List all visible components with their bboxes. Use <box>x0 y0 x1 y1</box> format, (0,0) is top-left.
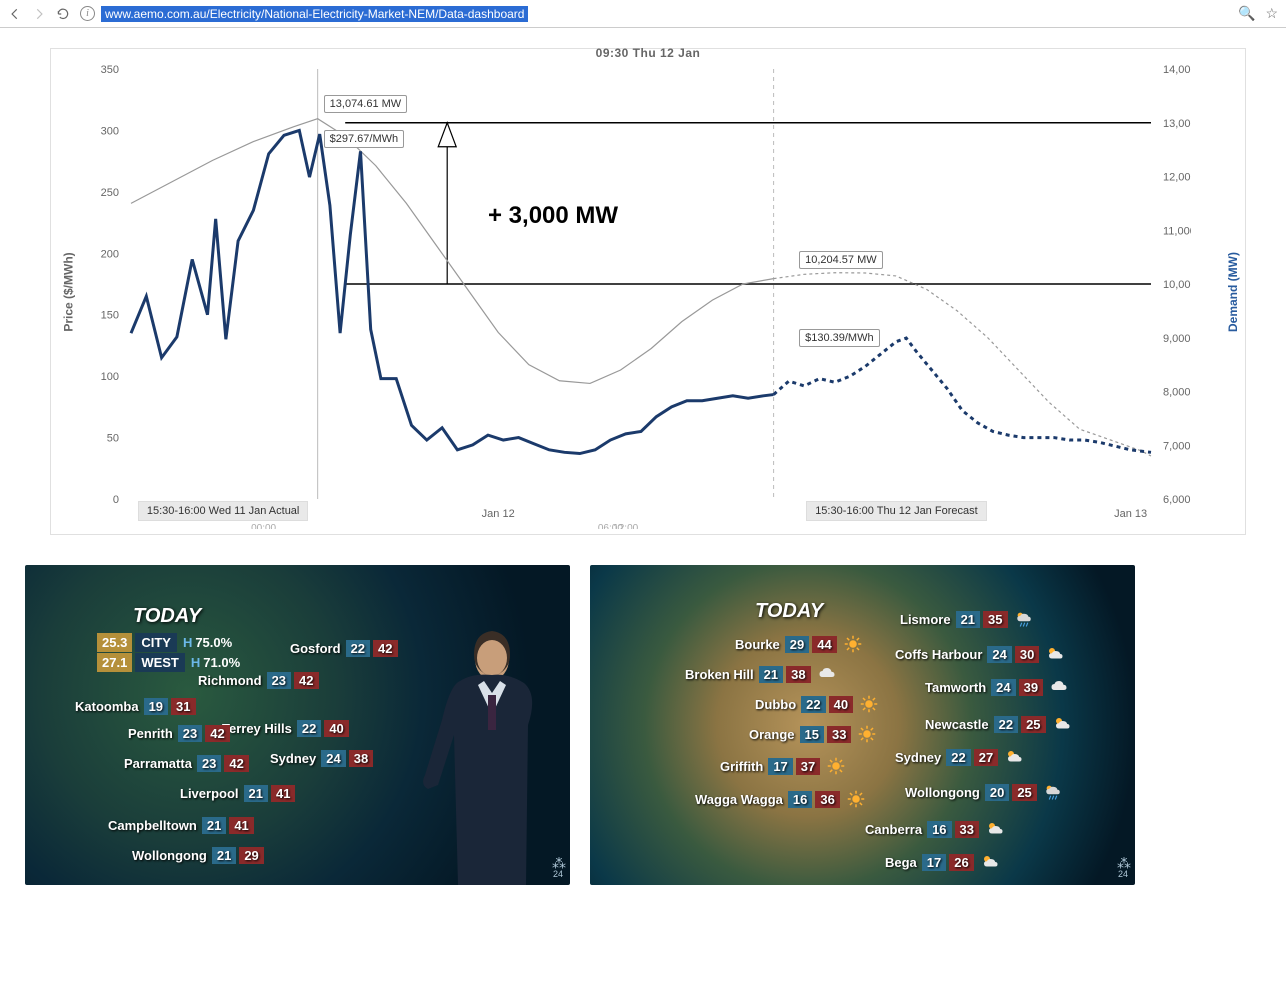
sun-icon <box>858 695 880 713</box>
site-info-icon[interactable]: i <box>80 6 95 21</box>
svg-text:150: 150 <box>101 310 119 322</box>
sun-icon <box>845 790 867 808</box>
channel-badge: ⁂24 <box>552 856 564 879</box>
x-anno-forecast: 15:30-16:00 Thu 12 Jan Forecast <box>806 501 986 521</box>
price-demand-chart: 09:30 Thu 12 Jan Price ($/MWh) Demand (M… <box>50 48 1246 535</box>
city-temp: Orange1533 <box>749 725 878 743</box>
sun-icon <box>842 635 864 653</box>
psun-icon <box>1044 645 1066 663</box>
city-temp: Coffs Harbour2430 <box>895 645 1066 663</box>
url-bar[interactable]: www.aemo.com.au/Electricity/National-Ele… <box>101 6 528 22</box>
city-temp: Liverpool2141 <box>180 785 295 802</box>
city-temp: Broken Hill2138 <box>685 665 838 683</box>
svg-text:0: 0 <box>113 494 119 506</box>
presenter-silhouette <box>420 625 550 885</box>
city-temp: Canberra1633 <box>865 820 1006 838</box>
city-temp: Wollongong2025 <box>905 783 1064 801</box>
svg-text:8,000: 8,000 <box>1163 387 1191 399</box>
overlay-delta: + 3,000 MW <box>488 202 618 230</box>
svg-text:12,000: 12,000 <box>1163 172 1191 184</box>
svg-text:Jan 13: Jan 13 <box>1114 508 1147 520</box>
city-temp: Richmond2342 <box>198 672 319 689</box>
weather-row: TODAY ⁂24 25.3CITYH75.0%27.1WESTH71.0% Go… <box>0 565 1286 915</box>
svg-text:14,000: 14,000 <box>1163 64 1191 76</box>
city-temp: Lismore2135 <box>900 610 1035 628</box>
weather-panel-sydney: TODAY ⁂24 25.3CITYH75.0%27.1WESTH71.0% Go… <box>25 565 570 885</box>
city-temp: Dubbo2240 <box>755 695 880 713</box>
city-temp: Bega1726 <box>885 853 1001 871</box>
psun-icon <box>1003 748 1025 766</box>
svg-text:Jan 12: Jan 12 <box>482 508 515 520</box>
city-temp: Wagga Wagga1636 <box>695 790 867 808</box>
cloud-icon <box>816 665 838 683</box>
psun-icon <box>979 853 1001 871</box>
weather-panel-nsw: TODAY ⁂24 Lismore2135 Bourke2944 Coffs Har… <box>590 565 1135 885</box>
svg-text:200: 200 <box>101 248 119 260</box>
back-icon[interactable] <box>8 7 22 21</box>
city-temp: Sydney2227 <box>895 748 1025 766</box>
svg-text:250: 250 <box>101 187 119 199</box>
reload-icon[interactable] <box>56 7 70 21</box>
callout-price-actual: $297.67/MWh <box>324 130 404 148</box>
zoom-icon[interactable]: 🔍 <box>1238 5 1255 22</box>
storm-icon <box>1042 783 1064 801</box>
svg-text:300: 300 <box>101 125 119 137</box>
svg-text:12:00: 12:00 <box>613 523 638 529</box>
today-label: TODAY <box>133 605 201 628</box>
city-temp: Penrith2342 <box>128 725 230 742</box>
city-temp: Terrey Hills2240 <box>222 720 349 737</box>
city-temp: Wollongong2129 <box>132 847 264 864</box>
humidity-row: 25.3CITYH75.0% <box>97 633 232 652</box>
svg-text:10,000: 10,000 <box>1163 279 1191 291</box>
city-temp: Katoomba1931 <box>75 698 196 715</box>
svg-text:9,000: 9,000 <box>1163 333 1191 345</box>
psun-icon <box>984 820 1006 838</box>
city-temp: Gosford2242 <box>290 640 398 657</box>
bookmark-icon[interactable]: ☆ <box>1265 5 1278 22</box>
today-label: TODAY <box>755 600 823 623</box>
callout-price-forecast: $130.39/MWh <box>799 329 879 347</box>
city-temp: Newcastle2225 <box>925 715 1073 733</box>
city-temp: Bourke2944 <box>735 635 864 653</box>
humidity-row: 27.1WESTH71.0% <box>97 653 240 672</box>
city-temp: Parramatta2342 <box>124 755 249 772</box>
city-temp: Campbelltown2141 <box>108 817 254 834</box>
svg-text:13,000: 13,000 <box>1163 118 1191 130</box>
svg-text:11,000: 11,000 <box>1163 225 1191 237</box>
cloud-icon <box>1048 678 1070 696</box>
city-temp: Tamworth2439 <box>925 678 1070 696</box>
city-temp: Griffith1737 <box>720 757 847 775</box>
svg-text:6,000: 6,000 <box>1163 494 1191 506</box>
svg-text:7,000: 7,000 <box>1163 440 1191 452</box>
svg-text:50: 50 <box>107 433 119 445</box>
x-anno-actual: 15:30-16:00 Wed 11 Jan Actual <box>138 501 308 521</box>
callout-mw-actual: 13,074.61 MW <box>324 95 408 113</box>
channel-badge: ⁂24 <box>1117 856 1129 879</box>
sun-icon <box>825 757 847 775</box>
psun-icon <box>1051 715 1073 733</box>
svg-text:100: 100 <box>101 371 119 383</box>
storm-icon <box>1013 610 1035 628</box>
city-temp: Sydney2438 <box>270 750 373 767</box>
svg-text:350: 350 <box>101 64 119 76</box>
sun-icon <box>856 725 878 743</box>
forward-icon[interactable] <box>32 7 46 21</box>
browser-toolbar: i www.aemo.com.au/Electricity/National-E… <box>0 0 1286 28</box>
callout-mw-forecast: 10,204.57 MW <box>799 251 883 269</box>
svg-text:00:00: 00:00 <box>251 523 276 529</box>
